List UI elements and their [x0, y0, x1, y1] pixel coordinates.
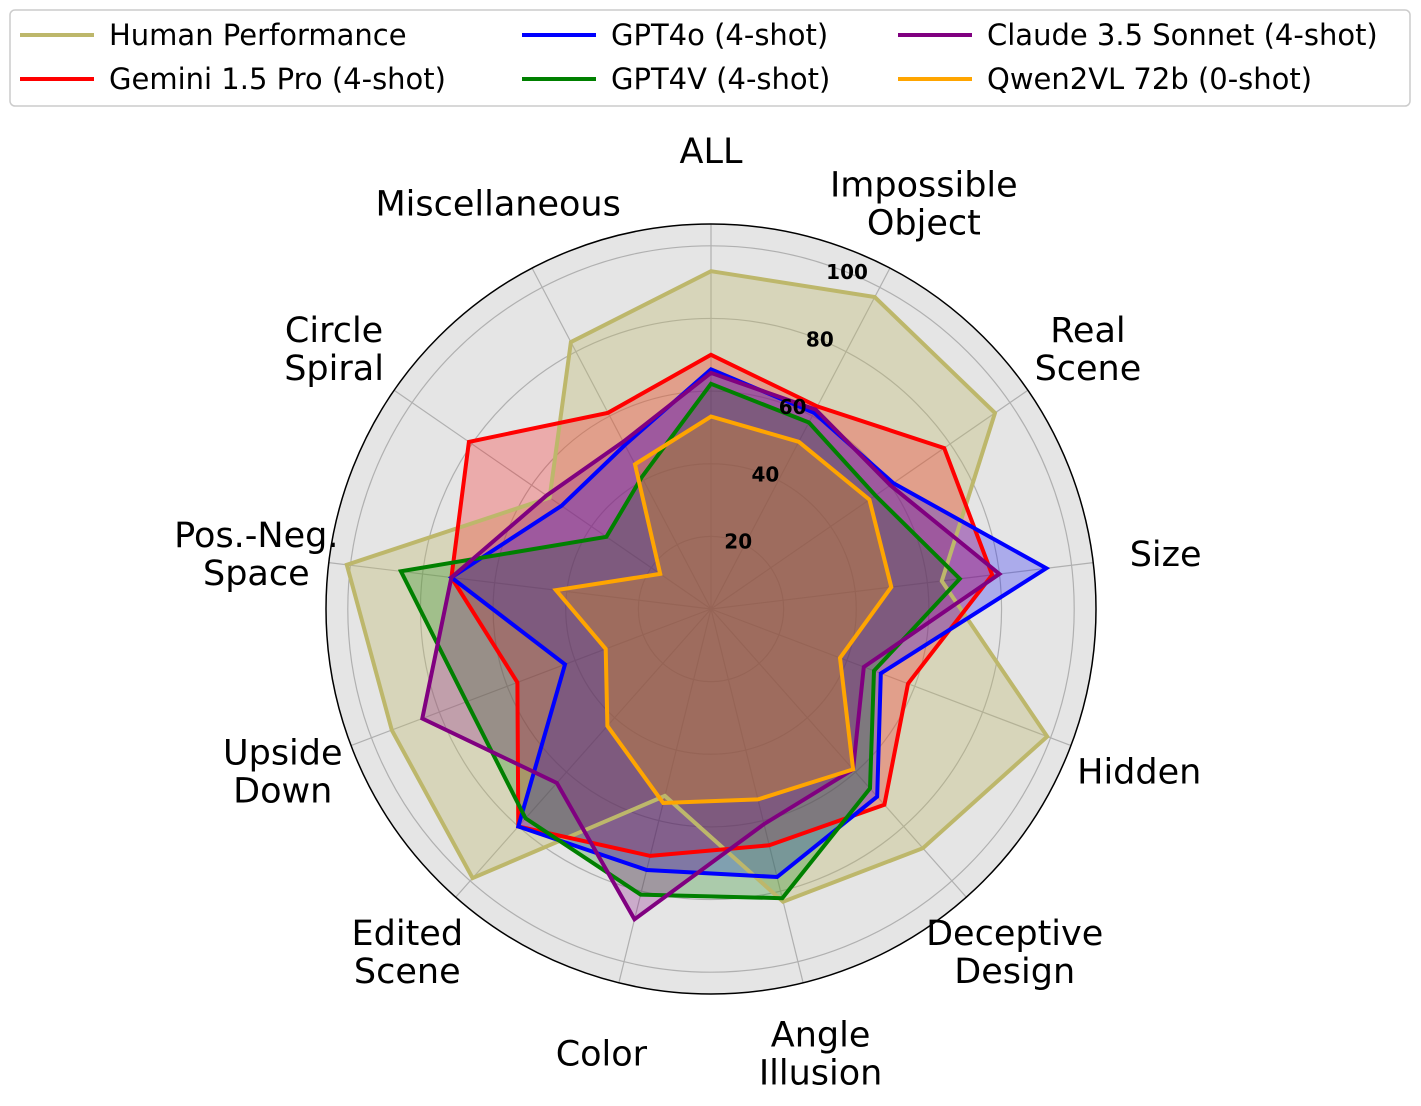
category-label: Upside Down	[223, 733, 343, 811]
legend: Human Performance Gemini 1.5 Pro (4-shot)…	[9, 9, 1411, 107]
angular-gridline	[328, 561, 712, 610]
radial-tick-label: 100	[826, 260, 868, 284]
series-line	[449, 352, 995, 858]
angular-gridline	[455, 608, 712, 898]
angular-gridline	[710, 608, 804, 983]
series-fill	[556, 416, 892, 803]
legend-entry-label: Claude 3.5 Sonnet (4-shot)	[987, 18, 1378, 52]
category-label: Angle Illusion	[759, 1016, 883, 1094]
radial-tick-label: 20	[724, 530, 752, 554]
series-line	[397, 381, 963, 901]
legend-entry-label: Human Performance	[109, 18, 407, 52]
series-line	[420, 370, 1003, 923]
plot-frame	[325, 223, 1097, 995]
category-label: Pos.-Neg. Space	[174, 516, 338, 594]
category-label: Deceptive Design	[926, 914, 1103, 992]
category-label: ALL	[680, 132, 743, 172]
legend-frame	[9, 9, 1411, 107]
category-label: Size	[1130, 535, 1202, 575]
legend-entry-label: GPT4V (4-shot)	[611, 62, 830, 96]
category-label: Edited Scene	[352, 914, 464, 992]
angular-gridline	[710, 267, 891, 610]
category-label: Circle Spiral	[284, 311, 384, 389]
series-fill	[451, 369, 1047, 877]
category-label: Real Scene	[1035, 311, 1142, 389]
legend-entry-label: Qwen2VL 72b (0-shot)	[987, 62, 1312, 96]
radial-tick-label: 40	[752, 462, 780, 486]
series-line	[552, 414, 894, 806]
category-label: Miscellaneous	[375, 185, 620, 225]
radial-tick-label: 60	[779, 395, 807, 419]
angular-gridline	[350, 608, 712, 747]
series-fill	[422, 372, 1000, 920]
category-label: Color	[556, 1035, 648, 1075]
category-label: Impossible Object	[830, 166, 1018, 244]
category-label: Hidden	[1077, 752, 1201, 792]
angular-gridline	[531, 267, 712, 610]
radial-tick-label: 80	[806, 328, 834, 352]
legend-entry-label: GPT4o (4-shot)	[611, 18, 828, 52]
angular-gridline	[710, 608, 1072, 747]
legend-entry-label: Gemini 1.5 Pro (4-shot)	[109, 62, 446, 96]
series-fill	[400, 383, 960, 899]
series-line	[447, 366, 1051, 880]
angular-gridline	[710, 561, 1094, 610]
